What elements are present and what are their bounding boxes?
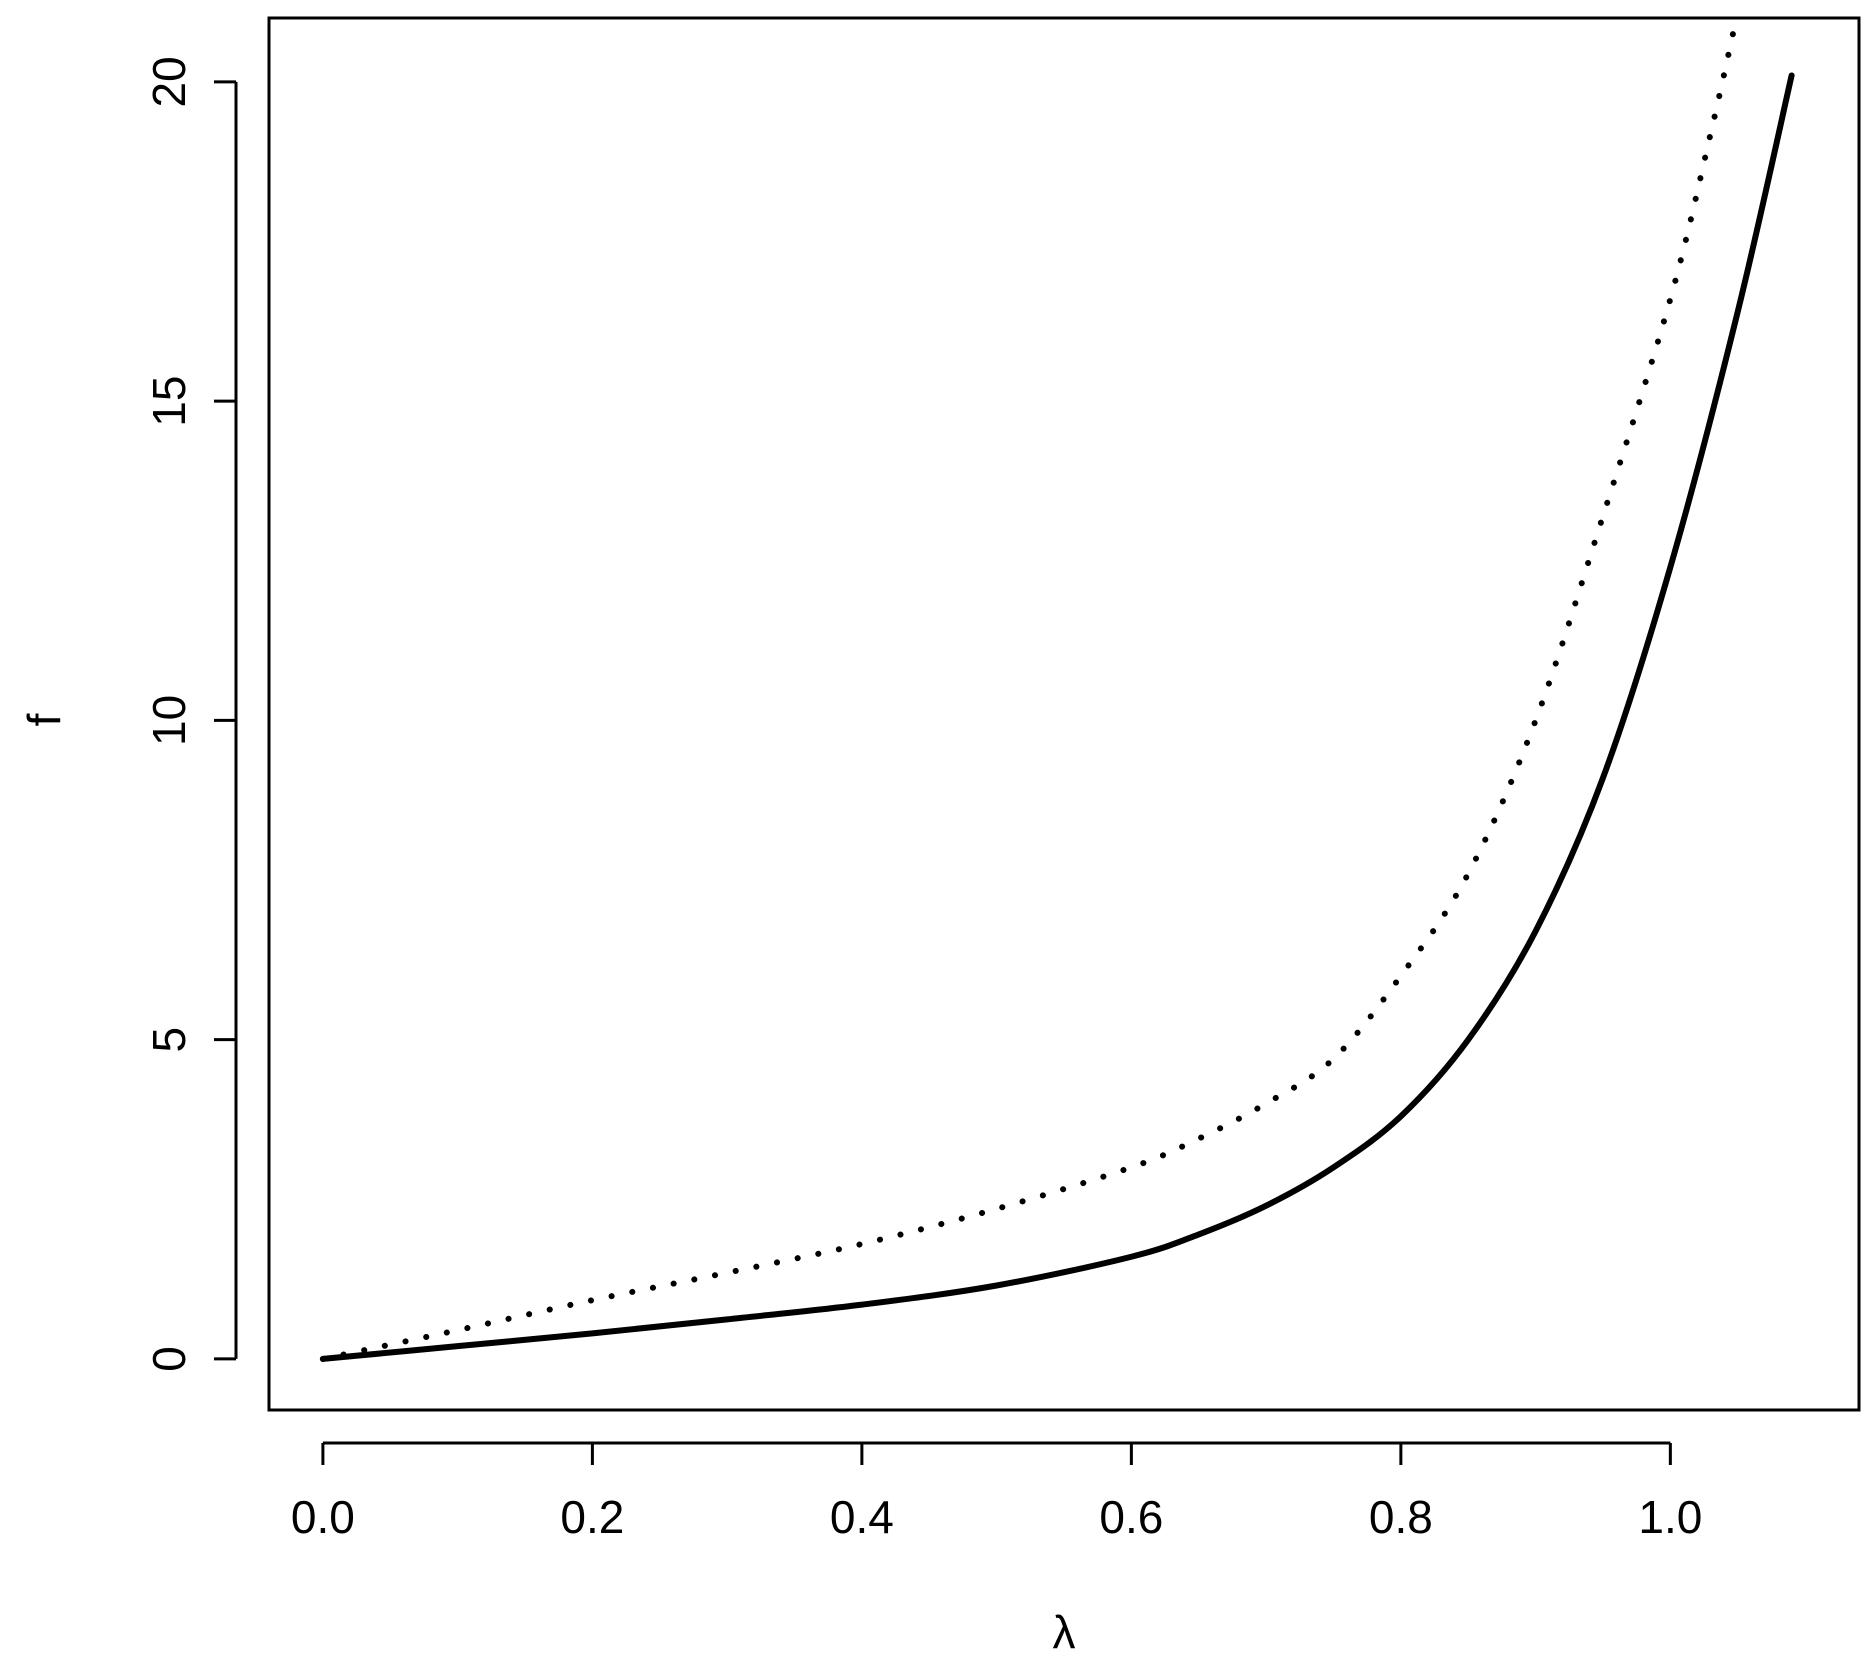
x-axis-label: λ xyxy=(1053,1606,1076,1658)
series-line-dotted xyxy=(319,21,1739,1362)
x-tick-label: 0.4 xyxy=(830,1491,894,1543)
x-tick-label: 0.0 xyxy=(291,1491,355,1543)
y-tick-label: 0 xyxy=(143,1346,195,1372)
x-tick-label: 0.2 xyxy=(560,1491,624,1543)
x-tick-label: 1.0 xyxy=(1638,1491,1702,1543)
x-tick-label: 0.8 xyxy=(1369,1491,1433,1543)
y-axis: 0 5 10 15 20 xyxy=(143,56,238,1372)
series-layer xyxy=(319,21,1795,1362)
x-axis: 0.0 0.2 0.4 0.6 0.8 1.0 xyxy=(291,1441,1702,1543)
plot-frame xyxy=(267,16,1861,1412)
y-tick-label: 10 xyxy=(143,695,195,746)
series-line-solid xyxy=(319,72,1795,1362)
y-axis-label: f xyxy=(18,713,70,726)
y-tick-label: 20 xyxy=(143,56,195,107)
y-tick-label: 15 xyxy=(143,376,195,427)
y-tick-label: 5 xyxy=(143,1027,195,1053)
x-tick-label: 0.6 xyxy=(1099,1491,1163,1543)
